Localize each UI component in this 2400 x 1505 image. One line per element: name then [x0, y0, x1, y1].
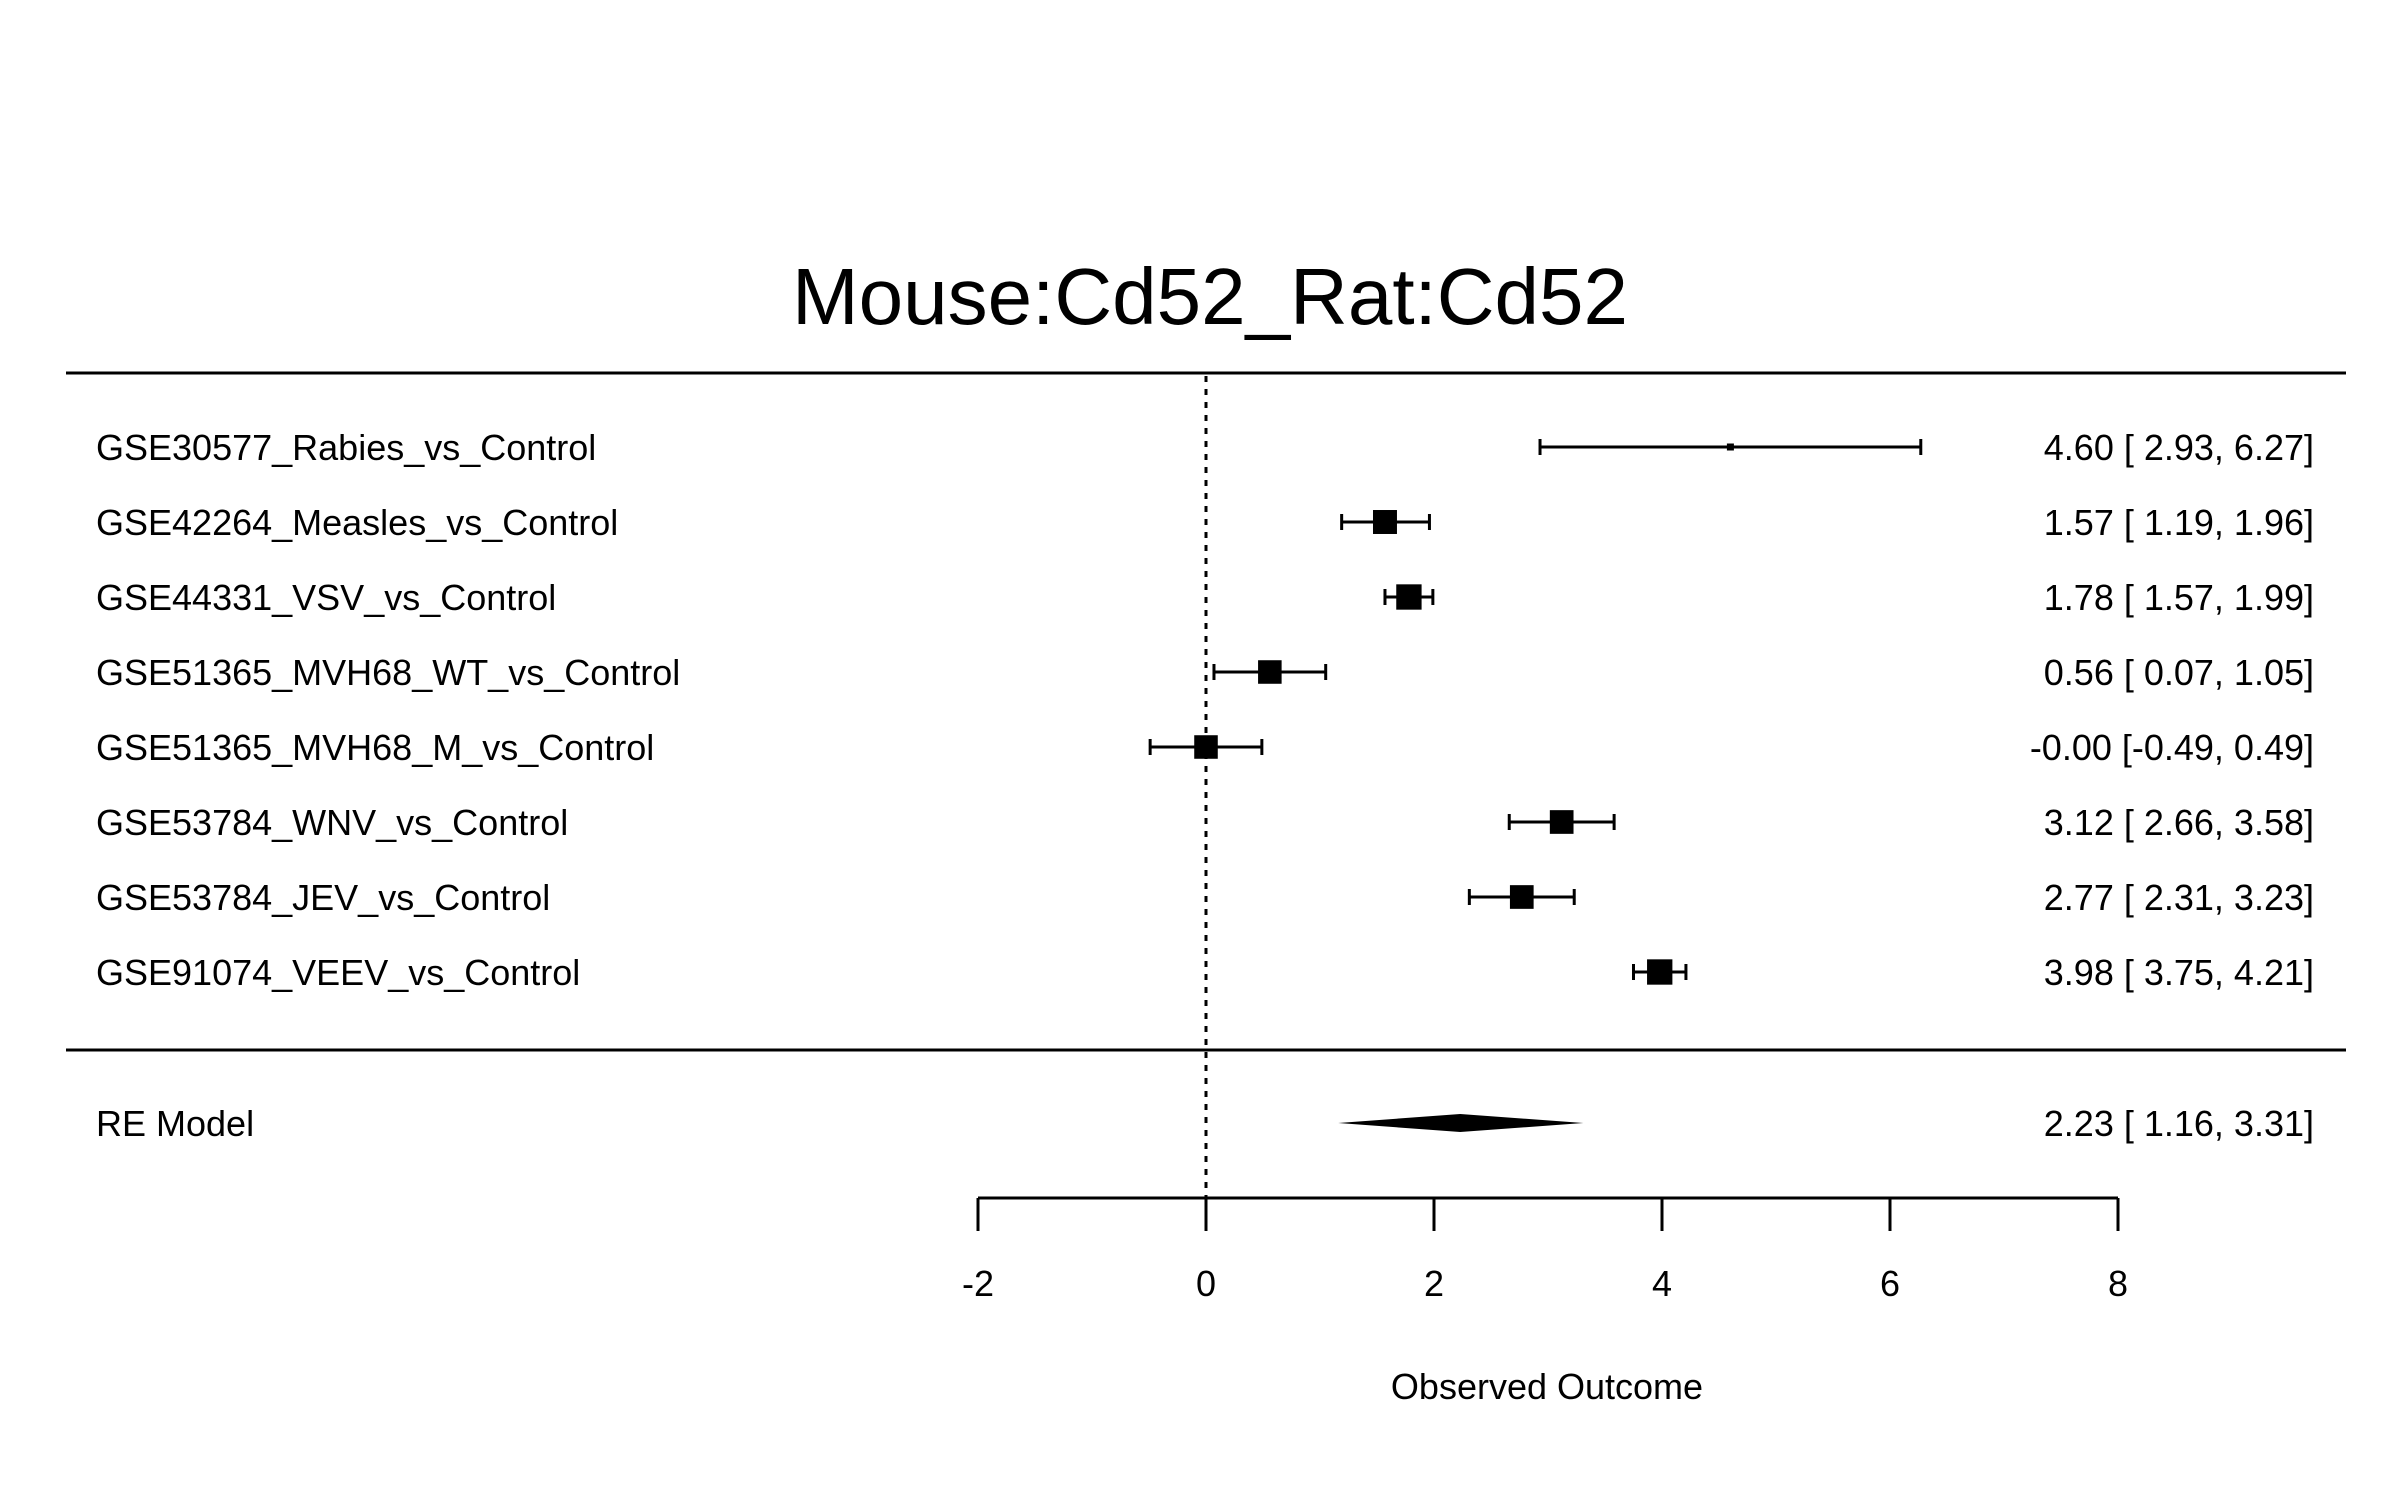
study-label: GSE44331_VSV_vs_Control	[96, 577, 556, 618]
study-row: GSE44331_VSV_vs_Control 1.78 [ 1.57, 1.99…	[96, 577, 2314, 618]
study-row: GSE91074_VEEV_vs_Control 3.98 [ 3.75, 4.2…	[96, 952, 2314, 993]
estimate-ci-text: 1.57 [ 1.19, 1.96]	[2044, 502, 2314, 543]
study-label: GSE53784_WNV_vs_Control	[96, 802, 568, 843]
x-tick-label: 8	[2108, 1263, 2128, 1304]
x-axis-label: Observed Outcome	[1391, 1366, 1703, 1407]
estimate-square	[1258, 660, 1282, 684]
study-label: GSE53784_JEV_vs_Control	[96, 877, 550, 918]
summary-diamond	[1338, 1114, 1584, 1132]
study-row: GSE42264_Measles_vs_Control 1.57 [ 1.19, …	[96, 502, 2314, 543]
study-row: GSE30577_Rabies_vs_Control 4.60 [ 2.93, 6…	[96, 427, 2314, 468]
summary-row: RE Model 2.23 [ 1.16, 3.31]	[96, 1103, 2314, 1144]
estimate-square	[1509, 885, 1534, 909]
estimate-ci-text: 0.56 [ 0.07, 1.05]	[2044, 652, 2314, 693]
x-tick-label: -2	[962, 1263, 994, 1304]
summary-ci-text: 2.23 [ 1.16, 3.31]	[2044, 1103, 2314, 1144]
x-tick-label: 4	[1652, 1263, 1672, 1304]
study-label: GSE91074_VEEV_vs_Control	[96, 952, 580, 993]
estimate-square	[1549, 810, 1574, 834]
study-row: GSE53784_WNV_vs_Control 3.12 [ 2.66, 3.58…	[96, 802, 2314, 843]
estimate-ci-text: 1.78 [ 1.57, 1.99]	[2044, 577, 2314, 618]
estimate-square	[1726, 443, 1734, 451]
study-row: GSE51365_MVH68_WT_vs_Control 0.56 [ 0.07,…	[96, 652, 2314, 693]
estimate-ci-text: -0.00 [-0.49, 0.49]	[2030, 727, 2314, 768]
x-tick-label: 2	[1424, 1263, 1444, 1304]
estimate-ci-text: 3.12 [ 2.66, 3.58]	[2044, 802, 2314, 843]
chart-title: Mouse:Cd52_Rat:Cd52	[792, 252, 1628, 341]
study-row: GSE53784_JEV_vs_Control 2.77 [ 2.31, 3.23…	[96, 877, 2314, 918]
study-label: GSE51365_MVH68_WT_vs_Control	[96, 652, 680, 693]
study-label: GSE42264_Measles_vs_Control	[96, 502, 618, 543]
estimate-square	[1194, 735, 1218, 759]
summary-label: RE Model	[96, 1103, 254, 1144]
x-tick-label: 0	[1196, 1263, 1216, 1304]
x-tick-label: 6	[1880, 1263, 1900, 1304]
study-label: GSE51365_MVH68_M_vs_Control	[96, 727, 654, 768]
estimate-ci-text: 2.77 [ 2.31, 3.23]	[2044, 877, 2314, 918]
estimate-square	[1372, 510, 1397, 534]
estimate-ci-text: 4.60 [ 2.93, 6.27]	[2044, 427, 2314, 468]
study-label: GSE30577_Rabies_vs_Control	[96, 427, 596, 468]
estimate-square	[1396, 584, 1422, 610]
estimate-ci-text: 3.98 [ 3.75, 4.21]	[2044, 952, 2314, 993]
estimate-square	[1647, 959, 1673, 985]
study-row: GSE51365_MVH68_M_vs_Control -0.00 [-0.49,…	[96, 727, 2314, 768]
